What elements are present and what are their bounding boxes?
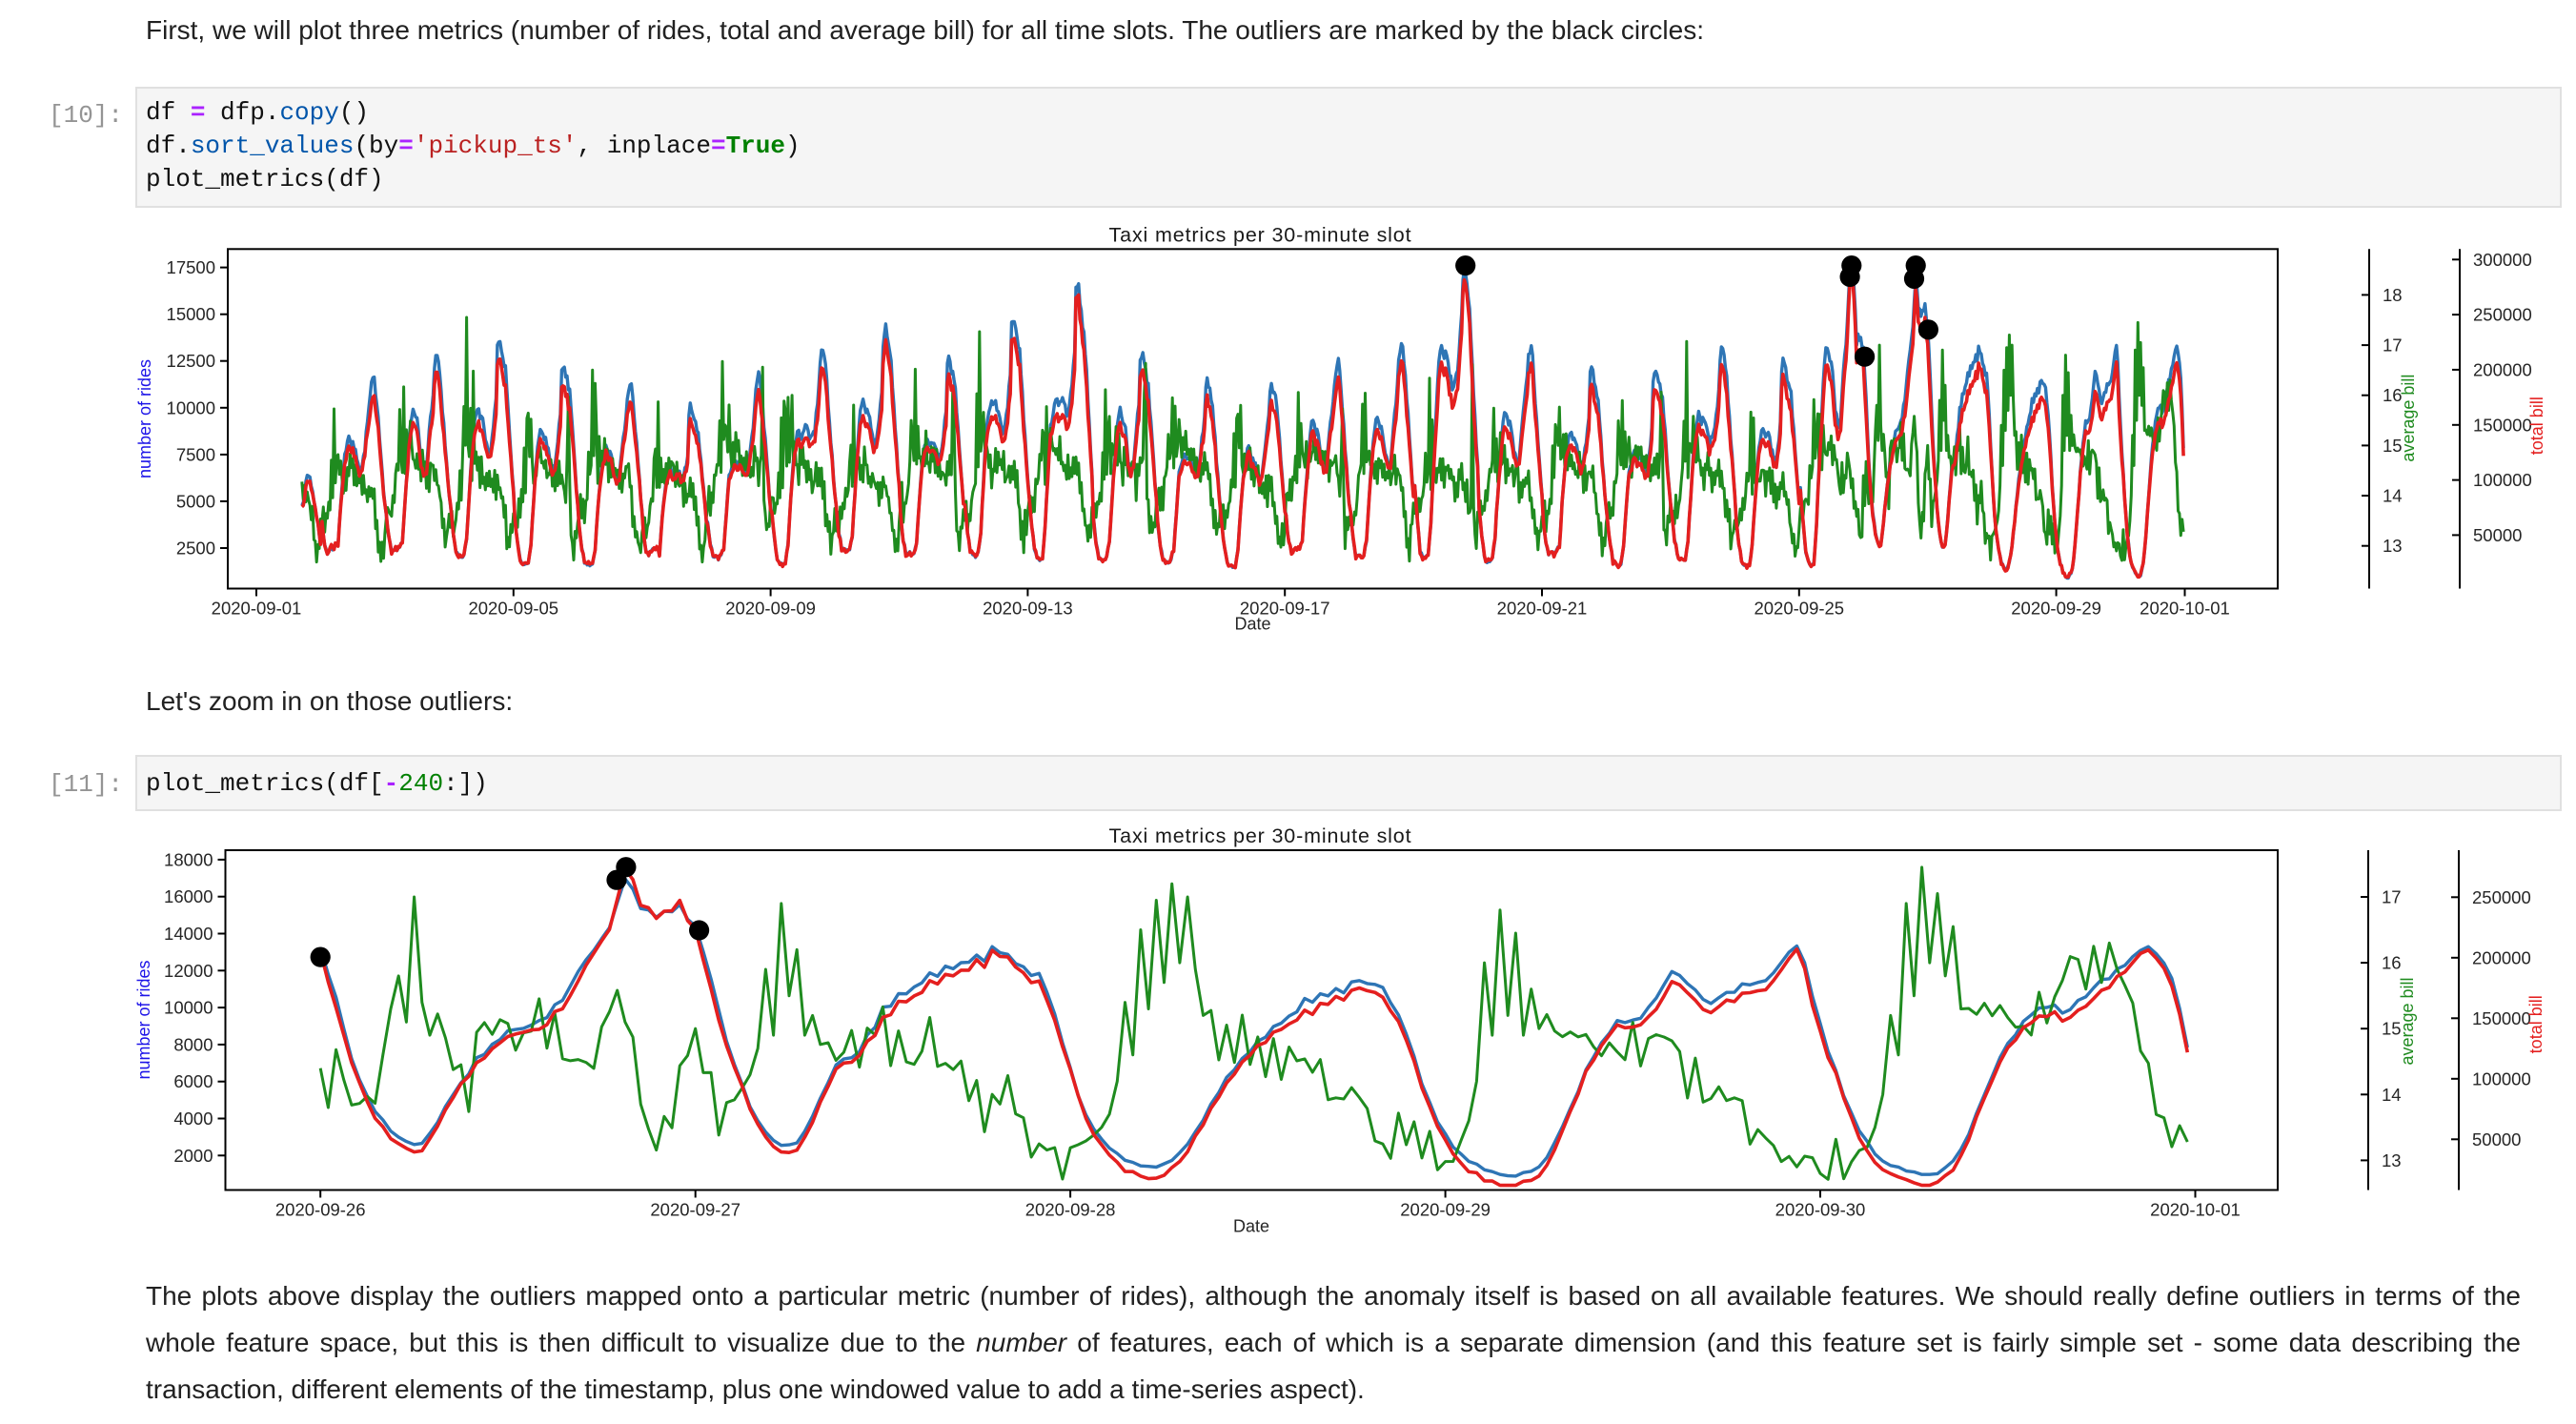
svg-text:16000: 16000 [164, 886, 213, 906]
svg-text:number of rides: number of rides [135, 359, 154, 478]
svg-text:Taxi metrics per 30-minute slo: Taxi metrics per 30-minute slot [1109, 224, 1412, 247]
svg-text:2020-09-09: 2020-09-09 [725, 599, 816, 619]
svg-text:2020-09-01: 2020-09-01 [212, 599, 302, 619]
svg-text:number of rides: number of rides [134, 960, 153, 1079]
svg-text:150000: 150000 [2473, 415, 2532, 435]
svg-text:18: 18 [2383, 285, 2403, 305]
svg-text:Date: Date [1233, 1217, 1269, 1236]
svg-text:13: 13 [2382, 1150, 2402, 1170]
svg-text:17500: 17500 [167, 257, 215, 277]
svg-text:Taxi metrics per 30-minute slo: Taxi metrics per 30-minute slot [1109, 824, 1412, 847]
svg-text:8000: 8000 [173, 1034, 213, 1054]
svg-text:16: 16 [2382, 953, 2402, 973]
svg-text:average bill: average bill [2398, 977, 2417, 1065]
svg-text:Date: Date [1234, 615, 1270, 634]
svg-text:200000: 200000 [2473, 359, 2532, 379]
svg-text:6000: 6000 [173, 1071, 213, 1091]
svg-text:5000: 5000 [176, 491, 215, 511]
svg-text:100000: 100000 [2472, 1068, 2531, 1088]
svg-text:total bill: total bill [2526, 995, 2546, 1053]
svg-text:150000: 150000 [2472, 1008, 2531, 1028]
svg-text:7500: 7500 [176, 444, 215, 464]
svg-text:15: 15 [2383, 436, 2403, 456]
svg-text:50000: 50000 [2472, 1129, 2521, 1149]
svg-text:2020-09-30: 2020-09-30 [1775, 1200, 1866, 1220]
svg-text:12500: 12500 [167, 351, 215, 371]
svg-text:2020-09-28: 2020-09-28 [1025, 1200, 1116, 1220]
svg-text:2500: 2500 [176, 539, 215, 559]
svg-text:14: 14 [2382, 1085, 2402, 1105]
svg-text:10000: 10000 [164, 998, 213, 1018]
svg-text:2020-09-05: 2020-09-05 [468, 599, 558, 619]
svg-text:17: 17 [2383, 336, 2403, 356]
svg-text:50000: 50000 [2473, 525, 2522, 545]
svg-text:12000: 12000 [164, 961, 213, 981]
svg-text:4000: 4000 [173, 1109, 213, 1129]
svg-text:2020-10-01: 2020-10-01 [2140, 599, 2230, 619]
svg-text:2020-09-29: 2020-09-29 [1400, 1200, 1491, 1220]
svg-text:2020-09-21: 2020-09-21 [1497, 599, 1588, 619]
svg-text:average bill: average bill [2399, 375, 2418, 462]
svg-text:250000: 250000 [2472, 887, 2531, 907]
svg-text:14000: 14000 [164, 924, 213, 944]
svg-text:2020-09-29: 2020-09-29 [2011, 599, 2101, 619]
svg-text:18000: 18000 [164, 849, 213, 869]
svg-text:2020-09-25: 2020-09-25 [1754, 599, 1844, 619]
svg-text:250000: 250000 [2473, 305, 2532, 325]
svg-text:2020-09-17: 2020-09-17 [1240, 599, 1330, 619]
svg-text:17: 17 [2382, 887, 2402, 907]
svg-text:14: 14 [2383, 486, 2403, 506]
svg-text:10000: 10000 [167, 397, 215, 417]
svg-text:200000: 200000 [2472, 947, 2531, 967]
svg-text:15000: 15000 [167, 304, 215, 324]
svg-text:13: 13 [2383, 536, 2403, 556]
svg-text:2020-09-26: 2020-09-26 [275, 1200, 366, 1220]
svg-text:2020-10-01: 2020-10-01 [2150, 1200, 2241, 1220]
svg-text:2000: 2000 [173, 1146, 213, 1166]
svg-text:100000: 100000 [2473, 470, 2532, 490]
svg-text:300000: 300000 [2473, 250, 2532, 270]
svg-text:total bill: total bill [2527, 397, 2546, 455]
svg-text:2020-09-27: 2020-09-27 [650, 1200, 740, 1220]
svg-text:2020-09-13: 2020-09-13 [983, 599, 1073, 619]
svg-text:16: 16 [2383, 385, 2403, 405]
svg-text:15: 15 [2382, 1019, 2402, 1039]
